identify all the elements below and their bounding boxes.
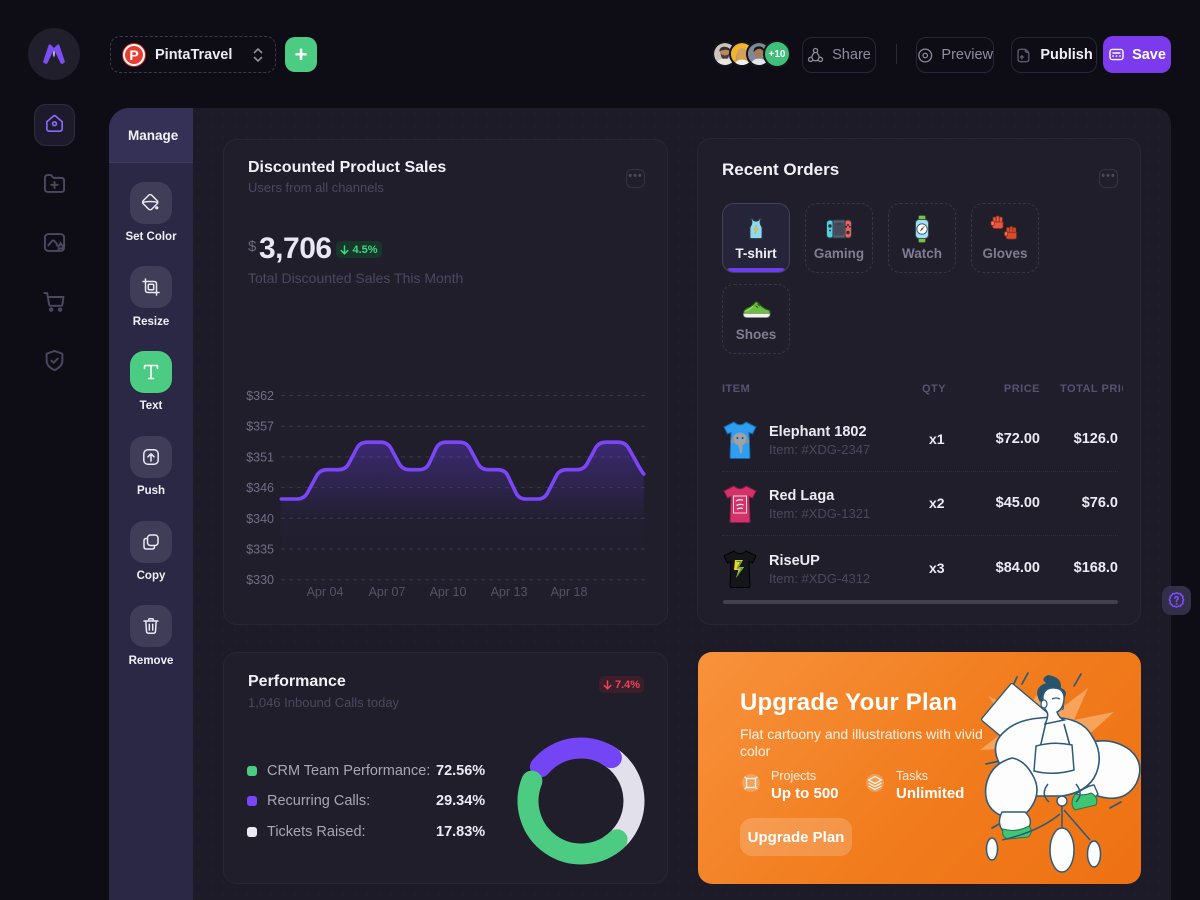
svg-text:$330: $330 xyxy=(246,573,274,587)
svg-text:$362: $362 xyxy=(246,389,274,403)
svg-text:$340: $340 xyxy=(246,512,274,526)
svg-text:Apr 13: Apr 13 xyxy=(491,585,528,599)
svg-text:$346: $346 xyxy=(246,481,274,495)
svg-text:Apr 07: Apr 07 xyxy=(369,585,406,599)
svg-text:$357: $357 xyxy=(246,420,274,434)
svg-text:$351: $351 xyxy=(246,450,274,464)
svg-text:$335: $335 xyxy=(246,543,274,557)
svg-text:Apr 18: Apr 18 xyxy=(551,585,588,599)
svg-text:Apr 04: Apr 04 xyxy=(307,585,344,599)
svg-text:Apr 10: Apr 10 xyxy=(430,585,467,599)
